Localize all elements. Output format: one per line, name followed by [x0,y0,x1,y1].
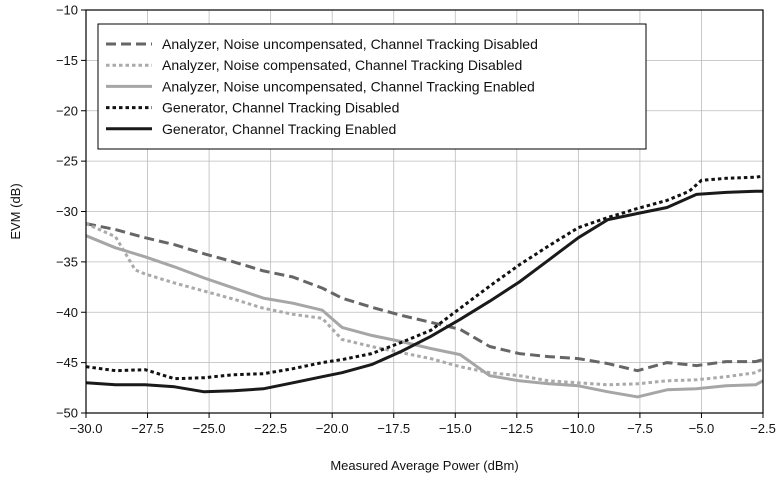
series-layer [85,174,764,399]
legend-label-2: Analyzer, Noise compensated, Channel Tra… [162,57,522,73]
x-tick-label: −20.0 [316,421,349,436]
x-tick-label: −7.5 [627,421,653,436]
x-tick-label: −25.0 [193,421,226,436]
x-tick-label: −17.5 [377,421,410,436]
y-tick-label: −15 [56,53,78,68]
legend-label-3: Analyzer, Noise uncompensated, Channel T… [162,78,535,94]
y-tick-label: −10 [56,3,78,18]
x-axis-label: Measured Average Power (dBm) [330,458,518,473]
x-tick-label: −5.0 [689,421,715,436]
y-tick-label: −45 [56,355,78,370]
x-tick-label: −2.5 [750,421,776,436]
legend: Analyzer, Noise uncompensated, Channel T… [97,23,647,150]
y-tick-label: −40 [56,305,78,320]
x-tick-label: −10.0 [562,421,595,436]
legend-box [97,23,647,150]
x-tick-label: −15.0 [439,421,472,436]
legend-label-5: Generator, Channel Tracking Enabled [162,121,396,137]
y-tick-label: −20 [56,103,78,118]
x-tick-label: −12.5 [500,421,533,436]
series-line-4 [85,174,764,381]
x-tick-label: −22.5 [254,421,287,436]
y-axis-label: EVM (dB) [8,183,23,239]
y-tick-label: −30 [56,204,78,219]
x-tick-label: −30.0 [70,421,103,436]
series-line-2 [85,222,764,387]
series-line-3 [85,234,764,399]
y-tick-label: −25 [56,154,78,169]
x-tick-label: −27.5 [131,421,164,436]
x-axis: −30.0 −27.5 −25.0 −22.5 −20.0 −17.5 −15.0 −12.5… [70,413,776,436]
y-tick-label: −35 [56,254,78,269]
series-line-1 [85,222,764,373]
y-tick-label: −50 [56,406,78,421]
series-line-5 [85,189,763,394]
y-axis: −50 −45 −40 −35 −30 −25 −20 −15 −10 [56,3,86,421]
legend-label-1: Analyzer, Noise uncompensated, Channel T… [162,36,538,52]
legend-label-4: Generator, Channel Tracking Disabled [162,100,399,116]
